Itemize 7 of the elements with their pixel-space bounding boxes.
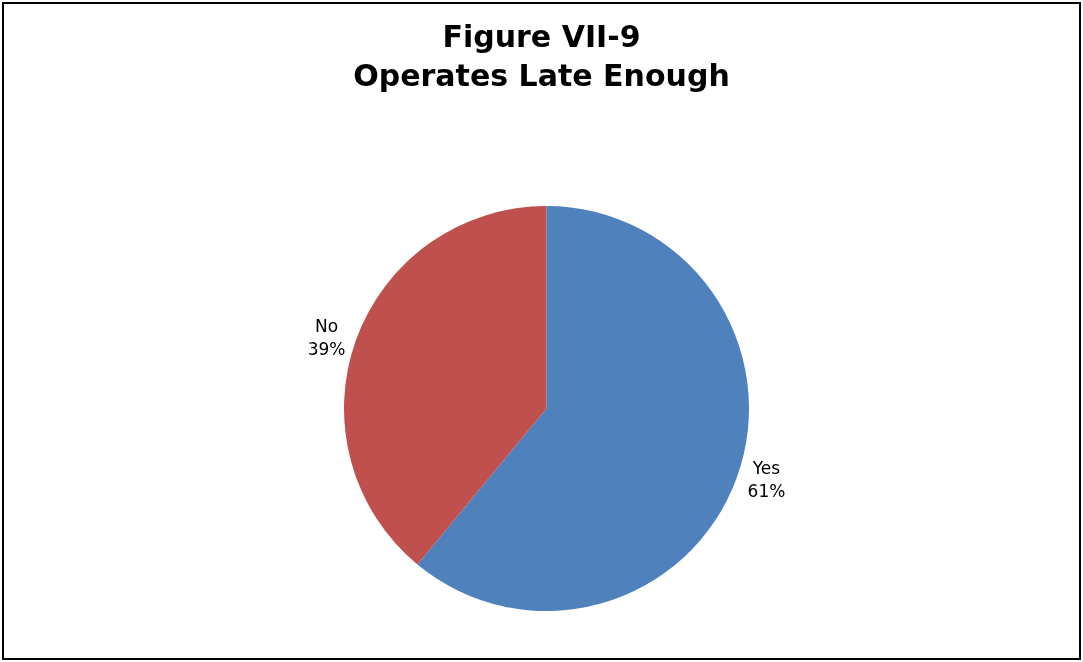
slice-label: No (314, 316, 339, 337)
slice-label: Yes (751, 458, 781, 479)
data-label: 61% (747, 480, 786, 501)
chart-title: Figure VII-9 Operates Late Enough (353, 18, 730, 93)
pie-slice (417, 206, 749, 611)
data-label: 39% (307, 338, 346, 359)
pie-slice (344, 206, 547, 565)
